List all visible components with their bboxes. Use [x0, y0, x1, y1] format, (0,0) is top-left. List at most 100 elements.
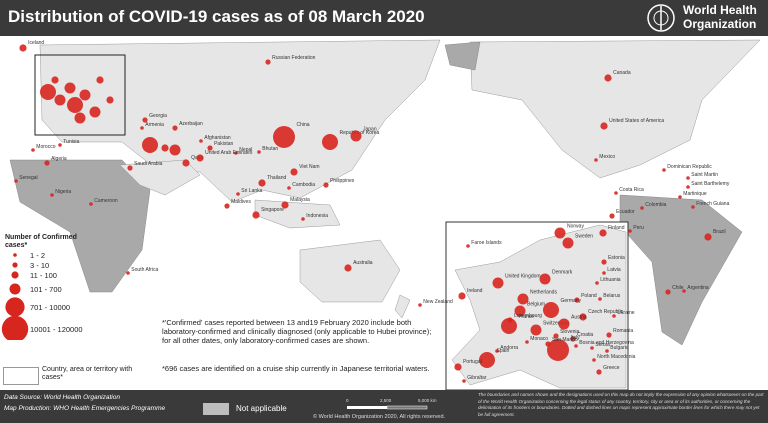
- country-label: Germany: [561, 298, 582, 304]
- case-bubble: [545, 341, 551, 347]
- note: *696 cases are identified on a cruise sh…: [162, 364, 430, 373]
- case-bubble: [539, 273, 551, 285]
- org-line: World Health: [683, 3, 757, 17]
- country-label: Bulgaria: [610, 345, 629, 351]
- case-bubble: [595, 281, 599, 285]
- case-bubble: [594, 158, 598, 162]
- country-label: San Marino: [552, 337, 578, 343]
- scale-bar: [347, 405, 428, 410]
- country-label: Faroe Islands: [471, 240, 502, 246]
- case-bubble: [601, 259, 607, 265]
- country-label: Netherlands: [530, 289, 557, 295]
- case-bubble: [127, 165, 133, 171]
- case-bubble: [344, 264, 352, 272]
- scale-label: 0: [346, 398, 349, 403]
- case-bubble: [44, 160, 50, 166]
- case-bubble: [514, 305, 526, 317]
- case-bubble: [196, 154, 204, 162]
- country-label: Bosnia and Herzegovina: [579, 340, 634, 346]
- country-label: Lithuania: [600, 277, 621, 283]
- case-bubble: [142, 117, 148, 123]
- case-bubble: [462, 379, 466, 383]
- legend-symbol: [1, 315, 29, 340]
- country-label: Czech Republic: [588, 309, 624, 315]
- case-bubble: [570, 336, 576, 342]
- country-label: New Zealand: [423, 299, 453, 305]
- organization: World Health Organization: [683, 3, 757, 31]
- disclaimer: The boundaries and names shown and the d…: [478, 392, 764, 417]
- country-label: Poland: [581, 293, 597, 299]
- case-bubble: [517, 293, 529, 305]
- scale-label: 5,000 km: [418, 398, 437, 403]
- case-bubble: [682, 289, 686, 293]
- case-bubble: [54, 94, 66, 106]
- case-bubble: [418, 303, 422, 307]
- country-label: Viet Nam: [299, 164, 319, 170]
- country-label: Chile: [672, 285, 684, 291]
- case-bubble: [322, 134, 338, 150]
- country-label: Bhutan: [262, 146, 278, 152]
- case-bubble: [665, 289, 671, 295]
- not-applicable-label: Not applicable: [236, 404, 287, 413]
- country-label: United Arab Emirates: [205, 150, 253, 156]
- country-label: Norway: [567, 223, 584, 229]
- country-label: Afghanistan: [204, 135, 231, 141]
- country-label: Morocco: [36, 144, 55, 150]
- case-bubble: [281, 201, 289, 209]
- case-bubble: [530, 324, 542, 336]
- country-label: Brazil: [713, 229, 726, 235]
- middle-east: [119, 159, 201, 196]
- country-label: Saint Barthelemy: [691, 181, 730, 187]
- legend-label: 1 - 2: [30, 251, 46, 260]
- case-bubble: [207, 145, 213, 151]
- country-label: Denmark: [552, 269, 573, 275]
- territory-label: Country, area or territory with cases*: [42, 366, 133, 381]
- country-label: Japan: [363, 126, 377, 132]
- legend-label: 101 - 700: [30, 285, 62, 294]
- case-bubble: [590, 346, 594, 350]
- case-bubble: [161, 144, 169, 152]
- country-label: Croatia: [577, 332, 593, 338]
- country-label: Belarus: [603, 293, 620, 299]
- case-bubble: [257, 150, 261, 154]
- country-label: Pakistan: [214, 141, 233, 147]
- country-label: Algeria: [51, 156, 67, 162]
- scale-label: 2,500: [380, 398, 392, 403]
- case-bubble: [479, 352, 495, 368]
- country-label: Estonia: [608, 255, 625, 261]
- case-bubble: [79, 89, 91, 101]
- country-label: Sri Lanka: [241, 188, 262, 194]
- case-bubble: [14, 179, 18, 183]
- country-label: Russian Federation: [272, 55, 316, 61]
- org-line: Organization: [683, 17, 757, 31]
- legend-symbol: [11, 271, 19, 279]
- header-bar: [0, 0, 768, 36]
- case-bubble: [628, 229, 632, 233]
- case-bubble: [492, 277, 504, 289]
- case-bubble: [704, 233, 712, 241]
- case-bubble: [592, 358, 596, 362]
- country-label: Peru: [633, 225, 644, 231]
- country-label: Australia: [353, 260, 373, 266]
- country-label: Cameroon: [94, 198, 118, 204]
- country-label: Monaco: [530, 336, 548, 342]
- case-bubble: [89, 202, 93, 206]
- data-source: Data Source: World Health Organization: [4, 394, 120, 401]
- case-bubble: [596, 369, 602, 375]
- country-label: Martinique: [683, 191, 707, 197]
- case-bubble: [106, 96, 114, 104]
- case-bubble: [605, 349, 609, 353]
- country-label: United States of America: [609, 118, 664, 124]
- case-bubble: [19, 44, 27, 52]
- case-bubble: [598, 297, 602, 301]
- case-bubble: [126, 271, 130, 275]
- country-label: Austria: [571, 314, 587, 320]
- legend-title: Number of Confirmed cases*: [5, 234, 77, 249]
- north-america: [469, 39, 761, 179]
- country-label: Andorra: [500, 345, 518, 351]
- australia: [299, 239, 401, 303]
- legend-label: 11 - 100: [30, 271, 57, 280]
- country-label: Belgium: [527, 301, 545, 307]
- case-bubble: [50, 193, 54, 197]
- case-bubble: [454, 363, 462, 371]
